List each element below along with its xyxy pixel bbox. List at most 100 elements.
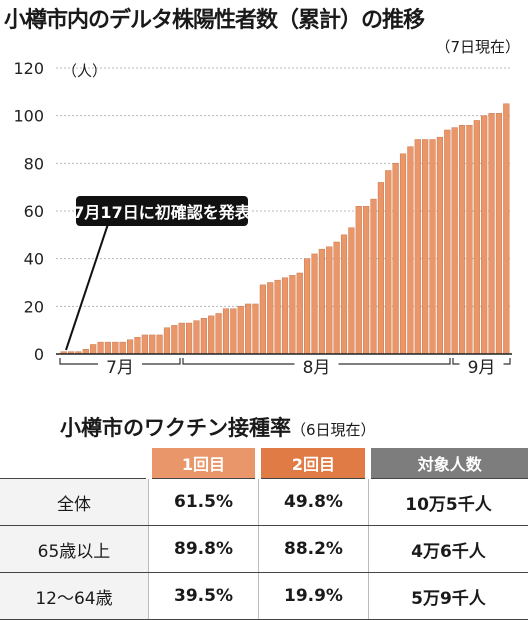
bar xyxy=(259,284,266,355)
bar xyxy=(252,303,259,355)
cell-first-dose: 89.8% xyxy=(148,525,259,573)
bar xyxy=(495,113,503,355)
bar xyxy=(215,313,222,355)
bar xyxy=(163,327,171,355)
bar xyxy=(104,341,112,355)
bar xyxy=(466,124,473,355)
cell-first-dose: 39.5% xyxy=(148,572,259,620)
annotation-callout: 7月17日に初確認を発表 xyxy=(65,196,252,351)
bar xyxy=(230,308,237,355)
vaccine-title-text: 小樽市のワクチン接種率 xyxy=(60,416,291,440)
bar xyxy=(481,115,488,355)
y-tick-label: 60 xyxy=(24,202,44,221)
bar xyxy=(451,127,458,355)
bar xyxy=(355,206,362,355)
bar xyxy=(392,163,399,355)
bar xyxy=(149,334,156,355)
header-blank-cell xyxy=(0,448,149,479)
callout-text: 7月17日に初確認を発表 xyxy=(73,203,251,222)
bar xyxy=(237,306,244,355)
cell-second-dose: 49.8% xyxy=(257,478,369,526)
row-label-all: 全体 xyxy=(0,478,149,526)
bar xyxy=(363,206,370,355)
cell-first-dose: 61.5% xyxy=(148,478,259,526)
bar xyxy=(311,253,318,355)
y-tick-label: 0 xyxy=(34,345,44,364)
y-tick-label: 40 xyxy=(24,250,44,269)
callout-pointer xyxy=(65,223,109,351)
vaccine-section-title: 小樽市のワクチン接種率（6日現在） xyxy=(60,412,376,442)
bar xyxy=(436,136,443,355)
vaccine-as-of-date: （6日現在） xyxy=(291,421,376,439)
cell-population: 4万6千人 xyxy=(367,525,528,573)
bar xyxy=(141,334,148,355)
month-label: 7月 xyxy=(106,358,134,378)
bar xyxy=(407,146,414,355)
y-tick-label: 100 xyxy=(13,107,44,126)
bar xyxy=(318,248,325,355)
bar xyxy=(296,272,303,355)
cell-population: 5万9千人 xyxy=(367,572,528,620)
bar xyxy=(97,341,104,355)
bar xyxy=(193,320,200,355)
bar xyxy=(134,337,141,355)
month-label: 9月 xyxy=(468,358,496,378)
month-label-backdrop xyxy=(459,357,504,377)
bar xyxy=(399,153,407,355)
bar xyxy=(274,279,281,355)
header-second-dose: 2回目 xyxy=(255,448,369,479)
chart-title: 小樽市内のデルタ株陽性者数（累計）の推移 xyxy=(4,8,425,33)
bar xyxy=(414,139,421,355)
header-first-dose: 1回目 xyxy=(145,448,259,479)
bar xyxy=(326,246,333,355)
bar xyxy=(245,303,252,355)
y-tick-label: 80 xyxy=(24,154,44,173)
month-label-backdrop xyxy=(294,357,339,377)
bar xyxy=(289,275,296,355)
bar xyxy=(304,258,311,355)
bar xyxy=(444,129,451,355)
bar xyxy=(90,344,97,355)
bar xyxy=(267,282,274,355)
bar xyxy=(473,120,480,355)
y-axis-ticks: 0 20 40 60 80 100 120 xyxy=(13,59,44,364)
bar xyxy=(340,234,348,355)
bar xyxy=(126,339,134,355)
bar xyxy=(488,113,495,355)
bar xyxy=(281,277,289,355)
bar xyxy=(112,341,119,355)
table-row: 12～64歳 39.5% 19.9% 5万9千人 xyxy=(0,572,528,620)
bar xyxy=(119,341,126,355)
bar xyxy=(503,103,510,355)
bar xyxy=(370,198,377,355)
month-axis: 7月 8月 9月 xyxy=(59,357,511,378)
gridlines xyxy=(56,67,512,307)
y-tick-label: 120 xyxy=(13,59,44,78)
table-row: 全体 61.5% 49.8% 10万5千人 xyxy=(0,478,528,526)
bar xyxy=(200,318,207,355)
cell-second-dose: 88.2% xyxy=(257,525,369,573)
callout-box xyxy=(76,196,248,226)
bar xyxy=(377,182,384,355)
chart-as-of-date: （7日現在） xyxy=(435,38,520,56)
cell-population: 10万5千人 xyxy=(367,478,528,526)
cell-second-dose: 19.9% xyxy=(257,572,369,620)
month-label: 8月 xyxy=(303,358,331,378)
row-label-65-and-over: 65歳以上 xyxy=(0,525,149,573)
bar xyxy=(208,315,215,355)
row-label-12-to-64: 12～64歳 xyxy=(0,572,149,620)
bar xyxy=(222,308,230,355)
bar xyxy=(186,322,193,355)
header-population: 対象人数 xyxy=(365,448,528,479)
bar xyxy=(458,124,466,355)
table-header-row: 1回目 2回目 対象人数 xyxy=(0,448,528,479)
bar xyxy=(385,170,392,355)
y-tick-label: 20 xyxy=(24,297,44,316)
bar xyxy=(171,325,178,355)
vaccination-rate-table: 1回目 2回目 対象人数 全体 61.5% 49.8% 10万5千人 65歳以上… xyxy=(0,448,528,620)
cumulative-cases-bar-chart: 0 20 40 60 80 100 120 （人） 7月 8月 9月 7月17日に初確認を発表 xyxy=(13,59,512,378)
bar xyxy=(429,139,436,355)
y-axis-unit-label: （人） xyxy=(62,62,107,80)
bar xyxy=(333,241,340,355)
bars xyxy=(60,103,510,355)
